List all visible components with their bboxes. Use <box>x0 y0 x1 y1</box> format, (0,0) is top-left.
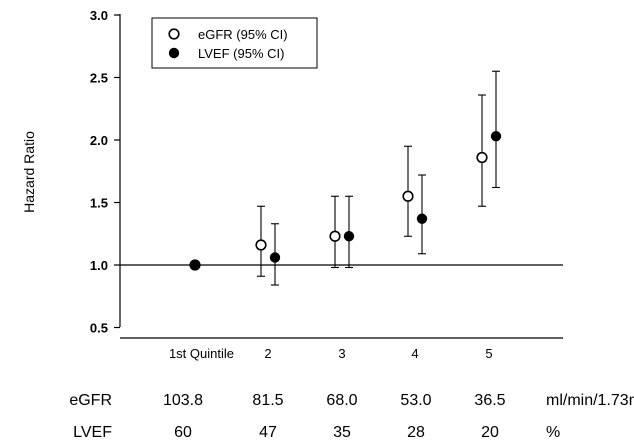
table-cell: 81.5 <box>252 392 283 409</box>
table-cell: 35 <box>333 424 351 441</box>
table-row-label-egfr: eGFR <box>69 392 112 409</box>
x-tick-label: 4 <box>411 346 418 361</box>
x-axis-ticks: 1st Quintile 2 3 4 5 <box>169 346 493 361</box>
legend-label-egfr: eGFR (95% CI) <box>198 27 288 42</box>
legend: eGFR (95% CI) LVEF (95% CI) <box>151 17 318 69</box>
table-unit-lvef: % <box>546 424 560 441</box>
data-point-egfr <box>476 151 488 164</box>
table-cell: 47 <box>259 424 277 441</box>
table-cell: 20 <box>481 424 499 441</box>
table-cell: 36.5 <box>474 392 505 409</box>
table-cell: 103.8 <box>163 392 203 409</box>
table-unit-egfr: ml/min/1.73m2 <box>546 385 634 409</box>
table-cell: 28 <box>407 424 425 441</box>
y-tick-label: 3.0 <box>90 8 108 23</box>
y-tick-label: 1.5 <box>90 196 108 211</box>
data-point-lvef <box>269 252 281 263</box>
data-point-lvef <box>189 259 201 271</box>
chart-marks <box>189 70 502 286</box>
legend-marker-egfr <box>168 28 180 40</box>
data-point-lvef <box>343 231 355 242</box>
x-tick-label: 2 <box>264 346 271 361</box>
x-tick-label: 3 <box>338 346 345 361</box>
table-cell: 68.0 <box>326 392 357 409</box>
data-point-egfr <box>402 190 414 202</box>
y-axis-ticks: 0.5 1.0 1.5 2.0 2.5 3.0 <box>90 8 120 336</box>
legend-marker-lvef <box>168 47 180 59</box>
x-tick-label: 5 <box>485 346 492 361</box>
x-tick-label: 1st Quintile <box>169 346 234 361</box>
table-unit-egfr-base: ml/min/1.73m <box>546 392 634 409</box>
data-table: eGFR LVEF 103.8 81.5 68.0 53.0 36.5 60 47 35 28 2… <box>69 385 634 441</box>
legend-label-lvef: LVEF (95% CI) <box>198 46 284 61</box>
y-axis-label: Hazard Ratio <box>21 131 37 213</box>
table-row-label-lvef: LVEF <box>73 424 112 441</box>
y-tick-label: 2.5 <box>90 71 108 86</box>
data-point-lvef <box>490 131 502 142</box>
y-tick-label: 1.0 <box>90 258 108 273</box>
data-point-egfr <box>329 230 341 242</box>
table-cell: 53.0 <box>400 392 431 409</box>
data-point-lvef <box>416 213 428 224</box>
data-point-egfr <box>255 239 267 251</box>
y-tick-label: 2.0 <box>90 133 108 148</box>
table-cell: 60 <box>174 424 192 441</box>
y-tick-label: 0.5 <box>90 321 108 336</box>
legend-box <box>151 17 318 69</box>
table-cells: 103.8 81.5 68.0 53.0 36.5 60 47 35 28 20 <box>163 392 506 441</box>
